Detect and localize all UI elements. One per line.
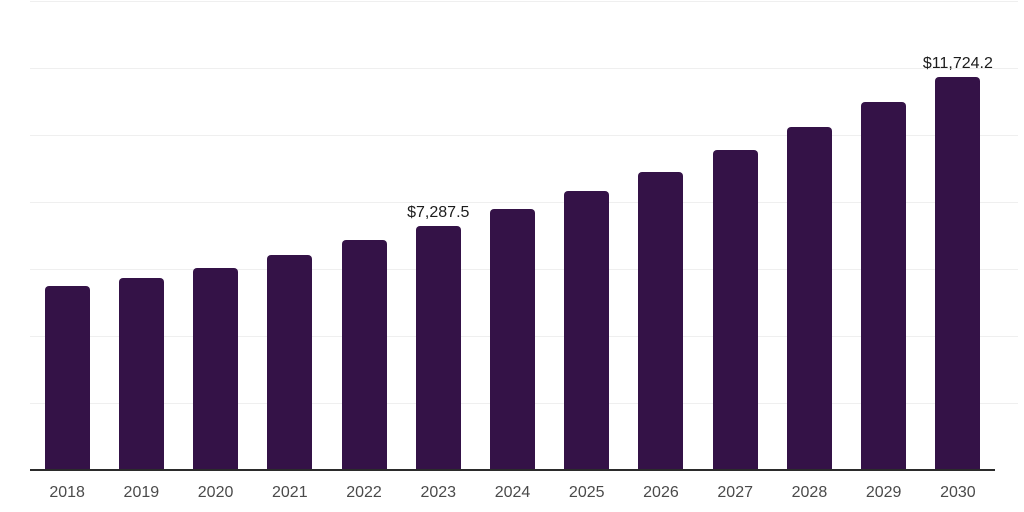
x-tick-label-2020: 2020 [197,484,234,501]
bar-2021 [267,255,313,470]
x-tick-label-2021: 2021 [272,484,308,501]
bar-2024 [490,209,535,470]
bar-2027 [712,150,758,470]
bar-2023 [415,225,461,470]
x-tick-label-2028: 2028 [791,484,828,501]
x-tick-label-2023: 2023 [420,484,457,501]
bar-2018 [44,285,90,470]
x-axis-line [30,469,995,471]
bar-2020 [193,268,239,470]
bar-2019 [118,278,164,470]
x-tick-label-2019: 2019 [123,484,160,501]
bar-2022 [341,240,387,470]
bar-value-label-2030: $11,724.2 [922,55,993,73]
gridline [30,201,1018,203]
bar-value-label-2023: $7,287.5 [407,203,470,221]
bar-2026 [638,171,684,470]
x-tick-label-2022: 2022 [346,484,382,501]
x-tick-label-2029: 2029 [865,484,902,501]
gridline [30,134,1018,136]
x-tick-label-2030: 2030 [940,484,976,501]
x-tick-label-2025: 2025 [568,484,605,501]
bar-2030 [935,77,981,470]
x-tick-label-2024: 2024 [494,484,531,501]
gridline [30,67,1018,69]
gridline [30,1,1018,2]
x-tick-label-2018: 2018 [49,484,85,501]
bar-2028 [786,127,832,470]
bar-2029 [861,102,907,470]
x-tick-label-2026: 2026 [643,484,679,501]
bar-2025 [564,190,610,470]
x-tick-label-2027: 2027 [717,484,753,501]
